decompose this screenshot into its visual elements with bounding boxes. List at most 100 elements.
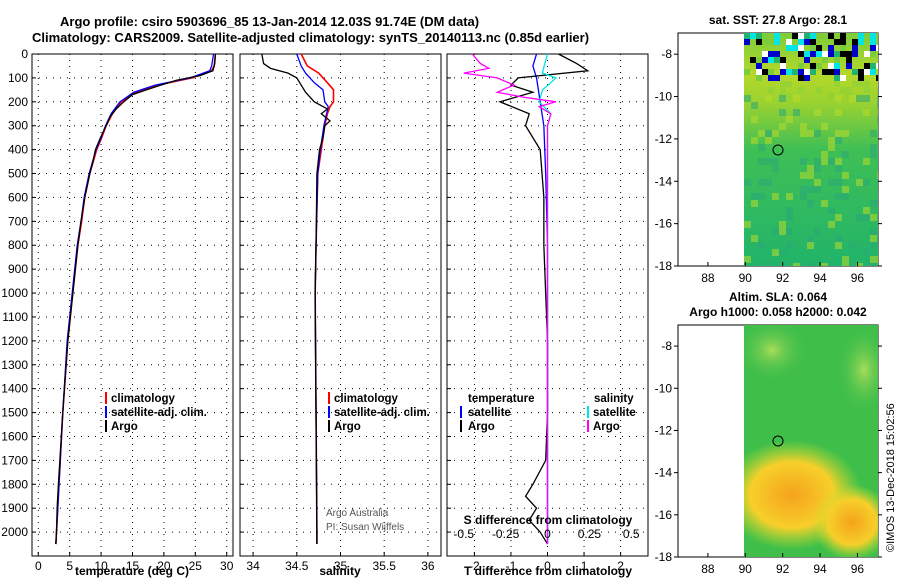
sst-pixel (834, 63, 840, 69)
sst-pixel (835, 95, 842, 102)
depth-tick-label: 800 (8, 238, 28, 252)
sst-pixel (858, 81, 864, 87)
depth-tick-label: 1700 (1, 453, 28, 467)
legend-temperature-title: temperature (468, 393, 534, 405)
sst-pixel (870, 263, 877, 266)
sst-pixel (807, 242, 814, 249)
legend-t-satellite: satellite (468, 407, 511, 419)
sst-pixel (744, 69, 750, 75)
sst-pixel (786, 69, 792, 75)
sst-pixel (822, 69, 828, 75)
sst-pixel (798, 45, 804, 51)
sst-pixel (816, 45, 822, 51)
sst-pixel (804, 39, 810, 45)
legend-climatology: climatology (334, 393, 399, 405)
sst-pixel (807, 235, 814, 242)
sst-pixel (814, 109, 821, 116)
sst-pixel (870, 69, 876, 75)
sst-pixel (870, 214, 877, 221)
sst-pixel (828, 137, 835, 144)
sst-pixel (751, 193, 758, 200)
argo-credit: Argo Australia (326, 508, 389, 519)
sst-pixel (762, 69, 768, 75)
series-salinity-climatology (300, 53, 335, 545)
sst-pixel (792, 33, 798, 39)
sst-pixel (858, 69, 864, 75)
sst-pixel (870, 256, 877, 263)
sst-pixel (835, 179, 842, 186)
sst-pixel (870, 242, 877, 249)
map-x-label: 96 (851, 271, 865, 285)
depth-tick-label: 200 (8, 95, 28, 109)
sst-pixel (765, 179, 772, 186)
map-y-label: -10 (655, 381, 673, 395)
sst-pixel (810, 45, 816, 51)
map-x-label: 92 (776, 271, 790, 285)
sst-pixel (807, 263, 814, 266)
sst-pixel (870, 39, 876, 45)
sst-pixel (870, 130, 877, 137)
sla-map-subtitle: Argo h1000: 0.058 h2000: 0.042 (689, 305, 867, 319)
sst-pixel (780, 81, 786, 87)
sst-pixel (828, 33, 834, 39)
sst-pixel (849, 242, 856, 249)
sst-pixel (870, 51, 876, 57)
sst-pixel (863, 249, 870, 256)
sst-pixel (835, 109, 842, 116)
sst-pixel (821, 123, 828, 130)
map-y-label: -16 (655, 508, 673, 522)
header-line1: Argo profile: csiro 5903696_85 13-Jan-20… (60, 14, 479, 29)
depth-tick-label: 1200 (1, 334, 28, 348)
sst-pixel (758, 158, 765, 165)
sst-pixel (744, 39, 750, 45)
map-x-label: 88 (701, 562, 715, 576)
sst-pixel (835, 165, 842, 172)
sst-pixel (772, 165, 779, 172)
series-temperature-climatology (55, 53, 217, 545)
sst-pixel (804, 75, 810, 81)
sst-pixel (810, 33, 816, 39)
sst-pixel (765, 95, 772, 102)
sst-pixel (822, 57, 828, 63)
map-x-label: 90 (739, 271, 753, 285)
sst-pixel (852, 81, 858, 87)
sst-pixel (835, 193, 842, 200)
sst-pixel (810, 69, 816, 75)
sst-pixel (744, 95, 751, 102)
sst-pixel (798, 87, 804, 93)
sst-pixel (814, 179, 821, 186)
depth-tick-label: 700 (8, 214, 28, 228)
series-temperature-argo (55, 53, 217, 545)
sst-pixel (870, 45, 876, 51)
sst-pixel (779, 228, 786, 235)
map-y-label: -8 (661, 339, 672, 353)
depth-tick-label: 1500 (1, 406, 28, 420)
x-tick-label: -2 (469, 559, 480, 573)
sst-pixel (798, 33, 804, 39)
salinity-xlabel: salinity (319, 564, 361, 578)
sst-pixel (876, 45, 878, 51)
sst-pixel (798, 39, 804, 45)
legend-t-argo: Argo (468, 421, 495, 433)
x-tick-label: 35 (334, 559, 348, 573)
sst-pixel (877, 95, 878, 102)
sst-pixel (810, 39, 816, 45)
map-x-label: 92 (776, 562, 790, 576)
sla-field (744, 325, 878, 557)
temperature-xlabel: temperature (deg C) (75, 564, 189, 578)
sst-pixel (864, 69, 870, 75)
sst-pixel (840, 75, 846, 81)
sst-pixel (846, 51, 852, 57)
sst-pixel (750, 33, 756, 39)
sst-pixel (793, 263, 800, 266)
sst-pixel (828, 221, 835, 228)
map-y-label: -18 (655, 259, 673, 273)
sst-pixel (756, 63, 762, 69)
sst-pixel (800, 158, 807, 165)
sla-warm-patch (812, 484, 878, 557)
sst-pixel (807, 186, 814, 193)
sst-pixel (814, 186, 821, 193)
sst-pixel (804, 69, 810, 75)
sst-pixel (762, 33, 768, 39)
sst-pixel (856, 214, 863, 221)
